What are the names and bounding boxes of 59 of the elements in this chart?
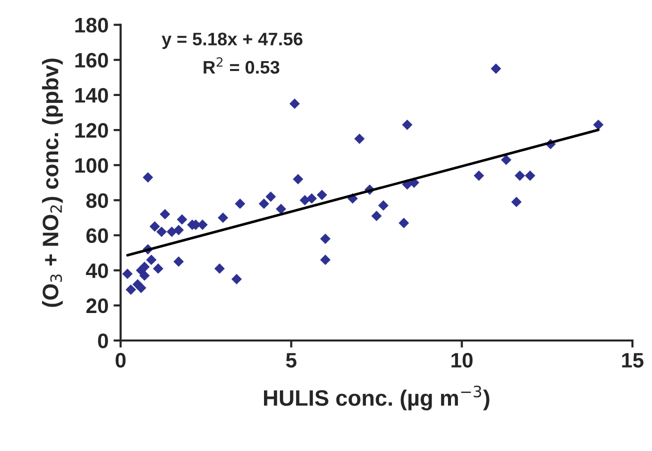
point [173,256,184,267]
y-axis-title: (O$_{3}$ + NO$_{2}$) conc. (ppbv) [42,58,63,307]
y-tick-label: 120 [75,123,108,138]
x-tick-label: 15 [622,353,644,368]
point [289,98,300,109]
point [176,214,188,225]
point [490,63,502,74]
point [234,198,246,209]
point [292,174,304,184]
point [142,172,154,183]
point [514,170,526,181]
point [300,195,310,206]
x-axis-title: HULIS conc. (µg m$^{−3}$) [264,386,490,410]
point [371,210,382,222]
point [593,120,604,130]
point [306,193,317,204]
point [320,254,331,266]
point [139,262,150,272]
point [126,284,136,295]
point [378,200,389,211]
point [160,209,170,220]
point [354,134,365,144]
point [152,263,164,274]
point [474,170,484,181]
point [316,190,328,200]
y-tick-label: 160 [75,52,108,68]
point [214,263,225,274]
x-tick-label: 0 [116,352,126,368]
y-tick-label: 80 [86,193,108,208]
point [500,154,512,166]
point [156,226,167,237]
point [398,218,410,228]
point [276,204,286,214]
annotation: y = 5.18x + 47.56 [162,32,302,50]
y-tick-label: 40 [86,263,108,278]
y-tick-label: 180 [75,18,108,33]
point [320,234,331,244]
annotation: R$^{2}$ = 0.53 [204,57,280,74]
point [136,282,146,294]
point [139,270,150,281]
point [218,212,228,223]
point [122,268,133,280]
point [524,170,536,181]
point [266,191,276,202]
y-tick-label: 140 [75,88,108,103]
x-tick-label: 5 [286,353,296,368]
point [511,196,522,208]
y-tick-label: 100 [75,158,108,173]
point [231,274,242,284]
y-tick-label: 0 [98,334,108,348]
point [258,198,270,209]
point [173,224,184,236]
y-tick-label: 20 [86,298,108,314]
point [166,226,177,237]
point [150,221,160,232]
point [146,254,157,266]
y-tick-label: 60 [86,228,108,244]
point [402,120,412,130]
x-tick-label: 10 [452,352,473,368]
